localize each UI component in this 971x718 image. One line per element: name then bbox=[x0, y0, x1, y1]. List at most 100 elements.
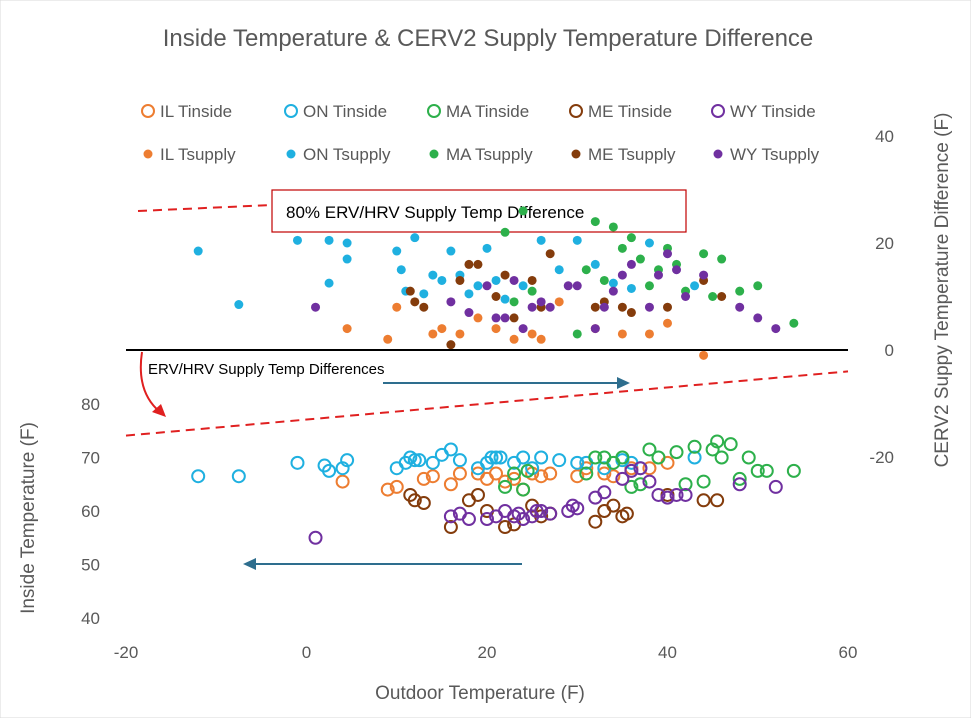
point-ma-tsupply bbox=[590, 217, 600, 227]
point-il-tsupply bbox=[536, 334, 546, 344]
point-on-tinside bbox=[231, 469, 246, 484]
point-il-tsupply bbox=[428, 329, 438, 339]
point-on-tinside bbox=[340, 453, 355, 468]
y-tick-label: 50 bbox=[81, 556, 100, 575]
point-me-tinside bbox=[619, 506, 634, 521]
legend-label-wy-tinside: WY Tinside bbox=[730, 102, 816, 121]
point-on-tsupply bbox=[608, 278, 618, 288]
point-me-tsupply bbox=[717, 292, 727, 301]
point-il-tinside bbox=[597, 466, 612, 481]
point-il-tsupply bbox=[663, 318, 672, 328]
point-ma-tinside bbox=[786, 463, 801, 478]
point-on-tsupply bbox=[292, 235, 302, 245]
point-wy-tinside bbox=[642, 474, 657, 489]
point-wy-tinside bbox=[308, 530, 323, 545]
point-on-tsupply bbox=[626, 283, 636, 293]
point-wy-tinside bbox=[732, 477, 747, 492]
point-ma-tsupply bbox=[717, 254, 727, 264]
reference-lines bbox=[125, 204, 849, 437]
point-wy-tinside bbox=[651, 487, 666, 502]
point-wy-tsupply bbox=[572, 281, 582, 291]
point-il-tsupply bbox=[383, 334, 393, 344]
point-ma-tinside bbox=[723, 437, 738, 452]
point-ma-tinside bbox=[750, 463, 765, 478]
y2-tick-label: 0 bbox=[885, 341, 894, 360]
point-ma-tinside bbox=[705, 442, 720, 457]
point-ma-tinside bbox=[615, 450, 630, 465]
point-on-tsupply bbox=[193, 246, 203, 256]
point-wy-tinside bbox=[543, 506, 558, 521]
point-wy-tinside bbox=[443, 509, 458, 524]
point-wy-tsupply bbox=[509, 275, 519, 285]
point-ma-tsupply bbox=[635, 254, 645, 264]
point-ma-tsupply bbox=[572, 329, 582, 339]
point-wy-tsupply bbox=[536, 297, 546, 307]
x-axis-title: Outdoor Temperature (F) bbox=[375, 683, 585, 704]
point-il-tsupply bbox=[509, 334, 519, 344]
point-wy-tinside bbox=[534, 504, 549, 518]
point-ma-tsupply bbox=[626, 233, 636, 243]
point-on-tinside bbox=[322, 463, 337, 478]
point-ma-tinside bbox=[579, 466, 594, 481]
point-ma-tinside bbox=[710, 434, 725, 449]
point-ma-tsupply bbox=[735, 286, 745, 296]
point-il-tsupply bbox=[644, 329, 654, 339]
x-tick-label: 60 bbox=[839, 643, 858, 662]
point-ma-tinside bbox=[669, 445, 684, 460]
y-axis-title: Inside Temperature (F) bbox=[18, 422, 39, 614]
point-me-tinside bbox=[606, 498, 621, 513]
point-on-tsupply bbox=[342, 254, 352, 264]
point-ma-tinside bbox=[687, 439, 702, 454]
point-on-tsupply bbox=[644, 238, 654, 248]
point-wy-tinside bbox=[678, 487, 693, 502]
legend-label-ma-tsupply: MA Tsupply bbox=[446, 145, 533, 164]
legend-entry-on-tsupply: ON Tsupply bbox=[286, 145, 391, 164]
point-on-tinside bbox=[687, 450, 702, 465]
curved-arrow bbox=[139, 351, 161, 413]
point-il-tsupply bbox=[455, 329, 465, 339]
point-ma-tinside bbox=[696, 474, 711, 489]
legend-label-il-tsupply: IL Tsupply bbox=[160, 145, 236, 164]
point-il-tsupply bbox=[342, 324, 352, 334]
curved-arrow-head bbox=[152, 404, 166, 417]
annotation-box bbox=[271, 189, 687, 233]
y-tick-label: 60 bbox=[81, 502, 100, 521]
point-il-tsupply bbox=[473, 313, 483, 323]
point-wy-tsupply bbox=[482, 281, 492, 291]
point-ma-tsupply bbox=[608, 222, 618, 232]
legend-entry-wy-tsupply: WY Tsupply bbox=[713, 145, 820, 164]
point-wy-tsupply bbox=[753, 313, 763, 323]
point-ma-tinside bbox=[714, 450, 729, 465]
point-wy-tsupply bbox=[681, 292, 691, 301]
point-on-tsupply bbox=[491, 275, 501, 285]
x-tick-label: 0 bbox=[302, 643, 311, 662]
point-wy-tsupply bbox=[500, 313, 510, 323]
point-ma-tinside bbox=[633, 477, 648, 492]
point-ma-tsupply bbox=[699, 249, 709, 259]
point-me-tsupply bbox=[410, 297, 420, 307]
point-on-tsupply bbox=[392, 246, 402, 256]
point-on-tsupply bbox=[572, 235, 582, 245]
legend-entry-me-tinside: ME Tinside bbox=[569, 102, 672, 121]
point-ma-tinside bbox=[624, 479, 639, 494]
point-on-tsupply bbox=[500, 294, 510, 304]
point-wy-tsupply bbox=[545, 302, 555, 312]
point-ma-tsupply bbox=[500, 227, 510, 237]
y2-tick-label: 40 bbox=[875, 127, 894, 146]
annotation-box-label: 80% ERV/HRV Supply Temp Difference bbox=[286, 203, 584, 222]
point-ma-tsupply bbox=[581, 265, 591, 275]
point-ma-tinside bbox=[732, 471, 747, 486]
legend-label-on-tinside: ON Tinside bbox=[303, 102, 387, 121]
point-wy-tinside bbox=[768, 479, 783, 494]
erv80-reference-line bbox=[125, 370, 849, 437]
point-me-tsupply bbox=[545, 249, 555, 259]
point-wy-tsupply bbox=[518, 324, 528, 334]
point-on-tinside bbox=[484, 450, 499, 465]
point-on-tinside bbox=[489, 450, 504, 465]
point-wy-tsupply bbox=[771, 324, 781, 334]
point-me-tsupply bbox=[405, 286, 415, 296]
legend-entry-il-tinside: IL Tinside bbox=[141, 102, 232, 121]
point-wy-tsupply bbox=[663, 249, 672, 259]
point-on-tsupply bbox=[396, 265, 406, 275]
point-ma-tsupply bbox=[708, 292, 718, 301]
